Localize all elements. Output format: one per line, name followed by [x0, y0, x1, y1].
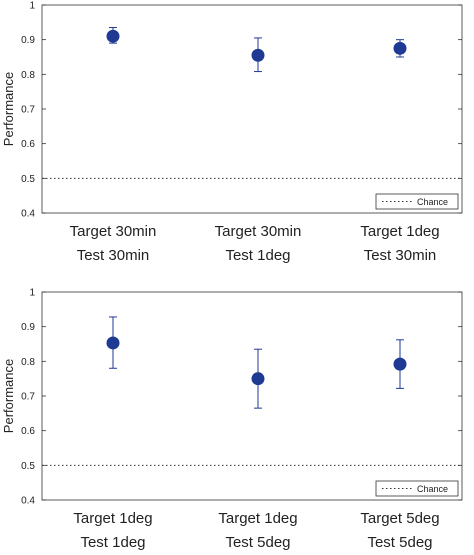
data-point-group — [393, 339, 407, 389]
y-tick-label: 0.7 — [21, 105, 35, 116]
legend-box — [375, 480, 459, 497]
x-category-label-line1: Target 1deg — [73, 510, 152, 527]
legend-label: Chance — [417, 197, 448, 207]
data-point-marker — [393, 357, 407, 371]
x-category-label-line1: Target 1deg — [218, 510, 297, 527]
y-tick-label: 0.9 — [21, 322, 35, 333]
data-point-group — [106, 27, 120, 44]
y-axis-label: Performance — [1, 359, 16, 433]
x-category-label-line2: Test 5deg — [225, 534, 290, 550]
y-tick-label: 0.4 — [21, 209, 35, 220]
x-category-label-line2: Test 30min — [77, 247, 150, 264]
y-tick-label: 0.9 — [21, 35, 35, 46]
y-tick-label: 0.6 — [21, 139, 35, 150]
y-tick-label: 0.5 — [21, 174, 35, 185]
x-category-label-line2: Test 5deg — [367, 534, 432, 550]
data-point-group — [106, 316, 120, 369]
data-point-marker — [393, 41, 407, 55]
y-axis-label: Performance — [1, 72, 16, 146]
legend-box — [375, 193, 459, 210]
y-tick-label: 0.7 — [21, 392, 35, 403]
x-category-label-line1: Target 30min — [70, 223, 157, 240]
y-tick-label: 0.8 — [21, 357, 35, 368]
legend-label: Chance — [417, 484, 448, 494]
y-tick-label: 0.6 — [21, 426, 35, 437]
y-tick-label: 1 — [29, 288, 35, 299]
x-category-label-line2: Test 1deg — [225, 247, 290, 264]
x-category-label-line1: Target 5deg — [360, 510, 439, 527]
chart-panel-2: 0.4 0.5 0.6 0.7 0.8 0.9 1 Performance Chance Targ… — [1, 288, 463, 551]
x-category-label-line2: Test 30min — [364, 247, 437, 264]
y-tick-label: 0.5 — [21, 461, 35, 472]
data-point-marker — [106, 29, 120, 43]
x-category-label-line1: Target 30min — [215, 223, 302, 240]
x-category-label-line1: Target 1deg — [360, 223, 439, 240]
plot-frame — [41, 4, 463, 214]
data-point-marker — [251, 372, 265, 386]
chart-panel-1: 0.4 0.5 0.6 0.7 0.8 0.9 1 Performance Chance Targ… — [1, 1, 463, 264]
y-tick-label: 0.8 — [21, 70, 35, 81]
y-tick-label: 0.4 — [21, 496, 35, 507]
legend: Chance — [375, 193, 459, 210]
legend: Chance — [375, 480, 459, 497]
plot-frame — [41, 291, 463, 501]
data-point-group — [393, 39, 407, 58]
x-category-label-line2: Test 1deg — [80, 534, 145, 550]
data-point-marker — [251, 48, 265, 62]
data-point-group — [251, 348, 265, 409]
data-point-marker — [106, 336, 120, 350]
data-point-group — [251, 37, 265, 73]
y-tick-label: 1 — [29, 1, 35, 12]
